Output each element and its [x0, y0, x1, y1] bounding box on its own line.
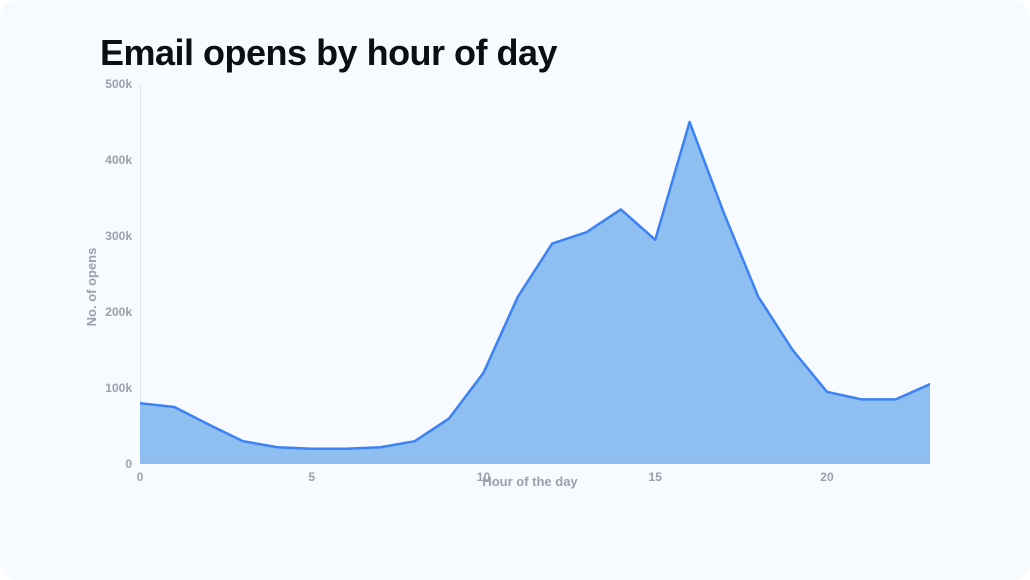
x-tick-label: 15 — [649, 470, 662, 484]
y-tick-label: 400k — [105, 153, 132, 167]
y-tick-label: 0 — [125, 457, 132, 471]
chart-card: Email opens by hour of day No. of opens … — [0, 0, 1030, 580]
x-tick-label: 20 — [820, 470, 833, 484]
area-chart — [140, 84, 930, 464]
x-tick-label: 10 — [477, 470, 490, 484]
y-axis-label: No. of opens — [84, 247, 99, 326]
y-tick-label: 500k — [105, 77, 132, 91]
x-tick-label: 5 — [308, 470, 315, 484]
plot-area: 0100k200k300k400k500k05101520 — [140, 84, 930, 464]
y-tick-label: 100k — [105, 381, 132, 395]
chart-wrap: No. of opens 0100k200k300k400k500k051015… — [70, 84, 990, 489]
y-tick-label: 200k — [105, 305, 132, 319]
series-area — [140, 122, 930, 464]
y-tick-label: 300k — [105, 229, 132, 243]
x-axis-label: Hour of the day — [70, 474, 990, 489]
x-tick-label: 0 — [137, 470, 144, 484]
chart-title: Email opens by hour of day — [100, 32, 990, 74]
